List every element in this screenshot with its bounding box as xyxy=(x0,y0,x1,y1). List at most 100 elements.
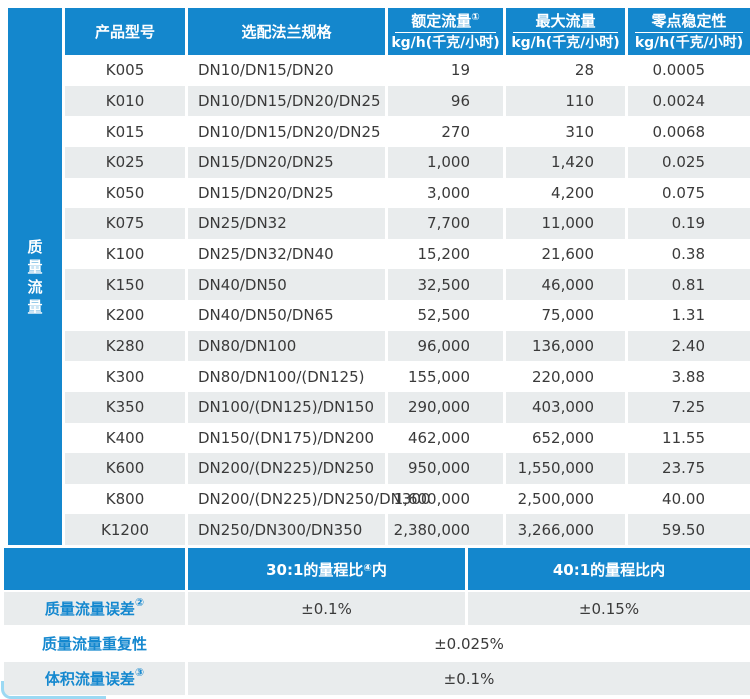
cell-zero: 11.55 xyxy=(662,428,705,447)
cell-zero: 23.75 xyxy=(628,453,750,484)
cell-zero: 0.0005 xyxy=(652,61,706,80)
header-product-model: 产品型号 xyxy=(65,8,185,55)
cell-flange: DN200/(DN225)/DN250 xyxy=(188,453,385,484)
cell-rated: 96 xyxy=(388,85,503,117)
header-flange-spec-label: 选配法兰规格 xyxy=(241,22,332,41)
mass-flow-table: 质量流量 产品型号 选配法兰规格 额定流量① kg/h(千克/小时) 最大流量 … xyxy=(8,8,750,545)
cell-rated: 270 xyxy=(441,122,470,141)
cell-rated: 950,000 xyxy=(388,453,503,484)
cell-flange: DN15/DN20/DN25 xyxy=(198,183,334,202)
cell-model: K400 xyxy=(105,428,145,447)
table-row: K800 DN200/(DN225)/DN250/DN300 1,600,000 2,… xyxy=(65,484,750,515)
cell-flange: DN100/(DN125)/DN150 xyxy=(188,391,385,423)
cell-flange: DN150/(DN175)/DN200 xyxy=(198,428,375,447)
cell-zero: 0.19 xyxy=(628,208,750,239)
spec-row-label: 体积流量误差 ③ xyxy=(4,662,185,695)
cell-max: 220,000 xyxy=(531,367,594,386)
table-row: K600 DN200/(DN225)/DN250 950,000 1,550,000 2… xyxy=(65,453,750,484)
cell-max: 4,200 xyxy=(551,183,594,202)
cell-model: K350 xyxy=(65,391,185,423)
header-product-model-label: 产品型号 xyxy=(94,22,155,41)
table-row: K025 DN15/DN20/DN25 1,000 1,420 0.025 xyxy=(65,146,750,178)
cell-rated: 52,500 xyxy=(417,306,471,325)
footnote-marker-1: ① xyxy=(471,11,480,23)
cell-model: K600 xyxy=(65,453,185,484)
spec-row-label-text: 质量流量重复性 xyxy=(41,635,147,653)
spec-header-turndown-40: 40:1的量程比内 xyxy=(468,548,750,590)
header-divider-line xyxy=(395,31,496,33)
table-row: K100 DN25/DN32/DN40 15,200 21,600 0.38 xyxy=(65,239,750,270)
table-row: K075 DN25/DN32 7,700 11,000 0.19 xyxy=(65,208,750,239)
cell-rated: 1,000 xyxy=(388,146,503,178)
corner-accent-line xyxy=(1,681,106,699)
cell-flange: DN40/DN50/DN65 xyxy=(198,306,334,325)
header-zero-stability-unit: kg/h(千克/小时) xyxy=(634,34,744,51)
spec-row: 体积流量误差 ③ ±0.1% xyxy=(4,662,750,695)
header-rated-flow-title: 额定流量 xyxy=(411,11,472,30)
cell-model: K200 xyxy=(105,306,145,325)
table-header-row: 产品型号 选配法兰规格 额定流量① kg/h(千克/小时) 最大流量 kg/h(… xyxy=(65,8,750,55)
cell-zero: 0.81 xyxy=(628,269,750,300)
accuracy-spec-section: 30:1的量程比 ④ 内 40:1的量程比内 质量流量误差 ② ±0.1% ±0.15% 质… xyxy=(4,548,750,695)
spec-header-row: 30:1的量程比 ④ 内 40:1的量程比内 xyxy=(4,548,750,590)
cell-zero: 0.0024 xyxy=(628,85,750,117)
cell-flange: DN200/(DN225)/DN250/DN300 xyxy=(198,490,431,509)
header-zero-stability: 零点稳定性 kg/h(千克/小时) xyxy=(628,8,750,55)
table-row: K400 DN150/(DN175)/DN200 462,000 652,000 11.… xyxy=(65,423,750,454)
cell-zero: 0.075 xyxy=(662,183,705,202)
spec-row: 质量流量误差 ② ±0.1% ±0.15% xyxy=(4,592,750,625)
cell-zero: 2.40 xyxy=(628,330,750,362)
cell-rated: 96,000 xyxy=(388,330,503,362)
cell-max: 110 xyxy=(506,85,625,117)
table-row: K280 DN80/DN100 96,000 136,000 2.40 xyxy=(65,330,750,362)
cell-rated: 155,000 xyxy=(407,367,470,386)
spec-row-label: 质量流量重复性 xyxy=(4,627,185,660)
table-row: K150 DN40/DN50 32,500 46,000 0.81 xyxy=(65,269,750,300)
cell-model: K150 xyxy=(65,269,185,300)
cell-rated: 2,380,000 xyxy=(388,514,503,545)
cell-rated: 7,700 xyxy=(388,208,503,239)
header-divider-line xyxy=(635,31,743,33)
cell-model: K050 xyxy=(105,183,145,202)
cell-max: 310 xyxy=(565,122,594,141)
cell-flange: DN25/DN32/DN40 xyxy=(198,245,334,264)
cell-max: 46,000 xyxy=(506,269,625,300)
table-row: K300 DN80/DN100/(DN125) 155,000 220,000 3.88 xyxy=(65,361,750,392)
header-divider-line xyxy=(513,31,618,33)
cell-max: 28 xyxy=(574,61,594,80)
cell-rated: 32,500 xyxy=(388,269,503,300)
cell-model: K1200 xyxy=(65,514,185,545)
cell-flange: DN10/DN15/DN20/DN25 xyxy=(198,122,381,141)
spec-header-turndown-30: 30:1的量程比 ④ 内 xyxy=(188,548,465,590)
spec-row-label-text: 质量流量误差 xyxy=(44,600,135,618)
cell-max: 1,550,000 xyxy=(506,453,625,484)
category-sidebar-mass-flow: 质量流量 xyxy=(8,8,62,545)
cell-model: K010 xyxy=(65,85,185,117)
spec-header-empty-cell xyxy=(4,548,185,590)
spec-value: ±0.15% xyxy=(468,592,750,625)
cell-model: K800 xyxy=(105,490,145,509)
cell-rated: 19 xyxy=(450,61,470,80)
cell-zero: 59.50 xyxy=(628,514,750,545)
header-max-flow: 最大流量 kg/h(千克/小时) xyxy=(506,8,625,55)
cell-rated: 15,200 xyxy=(417,245,471,264)
cell-model: K015 xyxy=(105,122,145,141)
cell-zero: 0.0068 xyxy=(652,122,706,141)
header-zero-stability-title: 零点稳定性 xyxy=(651,11,727,30)
cell-rated: 3,000 xyxy=(427,183,470,202)
cell-zero: 40.00 xyxy=(662,490,705,509)
cell-model: K025 xyxy=(65,146,185,178)
footnote-marker: ② xyxy=(134,596,145,609)
table-row: K1200 DN250/DN300/DN350 2,380,000 3,266,000… xyxy=(65,514,750,545)
cell-rated: 1,600,000 xyxy=(393,490,470,509)
cell-flange: DN250/DN300/DN350 xyxy=(188,514,385,545)
spec-row-label: 质量流量误差 ② xyxy=(4,592,185,625)
cell-flange: DN15/DN20/DN25 xyxy=(188,146,385,178)
cell-flange: DN40/DN50 xyxy=(188,269,385,300)
spec-rows: 质量流量误差 ② ±0.1% ±0.15% 质量流量重复性 ±0.025% 体积流量误差 ③ ±… xyxy=(4,592,750,695)
sidebar-label-char: 流 xyxy=(27,277,43,296)
cell-max: 75,000 xyxy=(541,306,595,325)
table-row: K350 DN100/(DN125)/DN150 290,000 403,000 7.2… xyxy=(65,391,750,423)
header-flange-spec: 选配法兰规格 xyxy=(188,8,385,55)
